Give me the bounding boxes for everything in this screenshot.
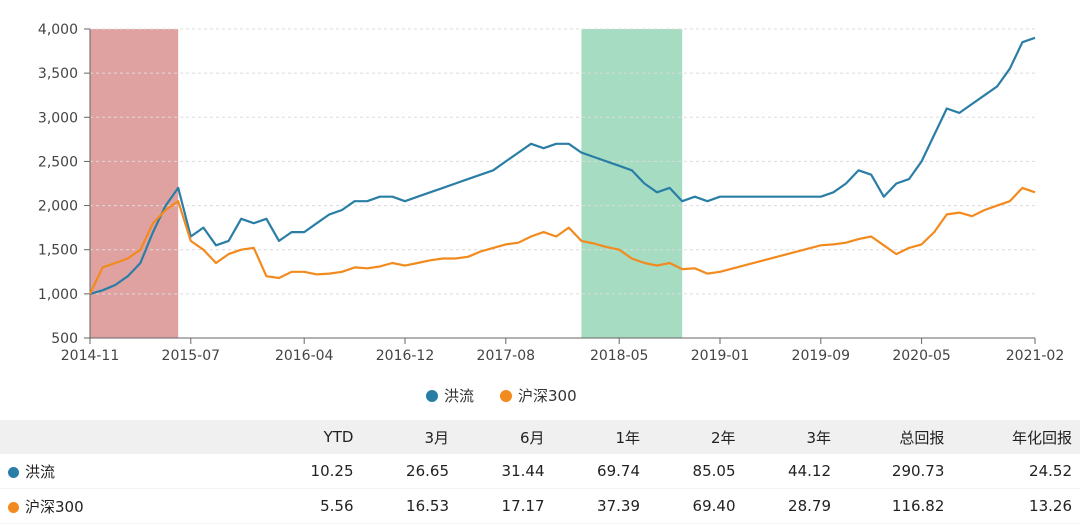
table-row: 沪深300 5.56 16.53 17.17 37.39 69.40 28.79…	[0, 488, 1080, 524]
y-tick-label: 2,000	[38, 199, 78, 215]
table-row: 洪流 10.25 26.65 31.44 69.74 85.05 44.12 2…	[0, 454, 1080, 489]
table-cell: 5.56	[266, 488, 362, 524]
table-header-ytd: YTD	[266, 420, 362, 454]
x-tick-label: 2015-07	[162, 348, 221, 364]
performance-table: YTD 3月 6月 1年 2年 3年 总回报 年化回报 洪流 10.25 26.…	[0, 420, 1080, 524]
table-cell: 290.73	[839, 454, 953, 489]
x-tick-label: 2018-05	[590, 348, 649, 364]
table-cell: 10.25	[266, 454, 362, 489]
y-tick-label: 3,000	[38, 110, 78, 126]
table-cell: 69.40	[648, 488, 744, 524]
table-cell: 44.12	[743, 454, 839, 489]
table-cell: 24.52	[952, 454, 1080, 489]
y-tick-label: 3,500	[38, 66, 78, 82]
table-header-name	[0, 420, 266, 454]
y-tick-label: 1,500	[38, 243, 78, 259]
table-cell: 85.05	[648, 454, 744, 489]
table-header-row: YTD 3月 6月 1年 2年 3年 总回报 年化回报	[0, 420, 1080, 454]
y-tick-label: 500	[51, 331, 78, 347]
table-cell: 69.74	[552, 454, 648, 489]
table-cell: 28.79	[743, 488, 839, 524]
x-tick-label: 2020-05	[892, 348, 951, 364]
shaded-period	[90, 29, 179, 338]
legend-marker	[426, 390, 438, 402]
legend-marker	[500, 390, 512, 402]
y-tick-label: 1,000	[38, 287, 78, 303]
series-line	[89, 186, 1036, 295]
series-dot-icon	[8, 501, 19, 513]
table-header-3m: 3月	[361, 420, 457, 454]
table-cell: 16.53	[361, 488, 457, 524]
x-tick-label: 2019-01	[691, 348, 750, 364]
legend-label: 沪深300	[518, 387, 577, 405]
chart-area: 500 1,000 1,500 2,000 2,500 3,000 3,500 4,000 20…	[38, 22, 1065, 405]
table-cell: 13.26	[952, 488, 1080, 524]
table-header-3y: 3年	[743, 420, 839, 454]
table-row-name: 洪流	[0, 454, 266, 489]
x-tick-label: 2017-08	[477, 348, 536, 364]
table-cell: 31.44	[457, 454, 553, 489]
table-row-name: 沪深300	[0, 488, 266, 524]
series-dot-icon	[8, 466, 19, 478]
row-label: 洪流	[25, 462, 56, 481]
table-header-1y: 1年	[552, 420, 648, 454]
y-tick-label: 4,000	[38, 22, 78, 38]
legend-label: 洪流	[444, 387, 474, 405]
y-tick-label: 2,500	[38, 154, 78, 170]
table-header-2y: 2年	[648, 420, 744, 454]
x-tick-label: 2016-12	[376, 348, 435, 364]
table-header-annualized: 年化回报	[952, 420, 1080, 454]
table-cell: 37.39	[552, 488, 648, 524]
table-header-total: 总回报	[839, 420, 953, 454]
table-header-6m: 6月	[457, 420, 553, 454]
table-cell: 26.65	[361, 454, 457, 489]
x-tick-label: 2019-09	[792, 348, 851, 364]
line-chart: 500 1,000 1,500 2,000 2,500 3,000 3,500 4,000 20…	[38, 22, 1065, 405]
series-line	[89, 36, 1036, 295]
row-label: 沪深300	[25, 497, 84, 516]
x-tick-label: 2021-02	[1006, 348, 1065, 364]
shaded-period	[581, 29, 683, 338]
x-tick-label: 2016-04	[275, 348, 334, 364]
x-tick-label: 2014-11	[61, 348, 120, 364]
table-cell: 17.17	[457, 488, 553, 524]
table-cell: 116.82	[839, 488, 953, 524]
